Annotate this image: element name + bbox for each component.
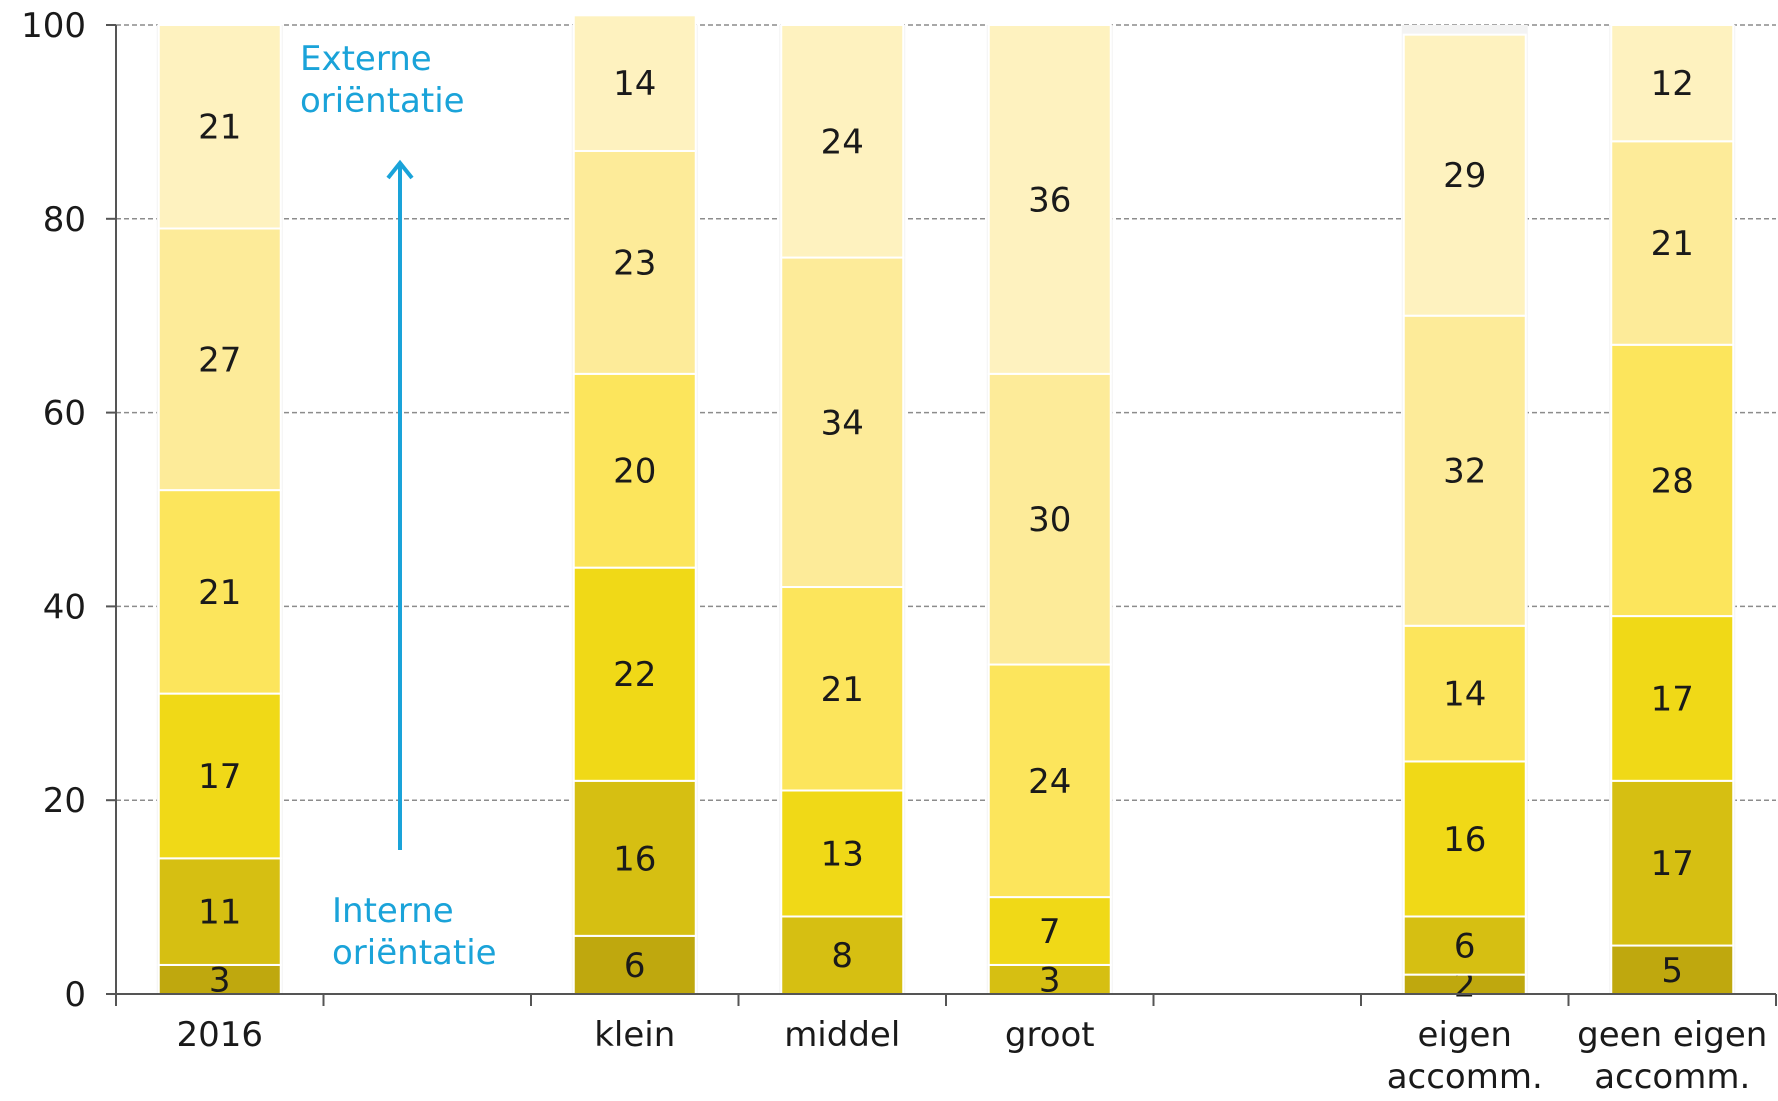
category-label: accomm. bbox=[1387, 1057, 1543, 1097]
data-label: 34 bbox=[821, 403, 864, 443]
data-label: 3 bbox=[1039, 960, 1061, 1000]
data-label: 3 bbox=[209, 960, 231, 1000]
bar-segment bbox=[780, 256, 905, 589]
data-label: 16 bbox=[613, 839, 656, 879]
y-tick-label: 40 bbox=[43, 587, 86, 627]
annotation-bottom-line2: oriëntatie bbox=[332, 933, 497, 973]
bar-segment bbox=[780, 24, 905, 259]
data-label: 29 bbox=[1443, 156, 1486, 196]
data-label: 17 bbox=[1651, 844, 1694, 884]
category-label: middel bbox=[784, 1015, 900, 1055]
bar-segment bbox=[572, 14, 697, 152]
data-label: 8 bbox=[831, 936, 853, 976]
bar-segment bbox=[1402, 760, 1527, 918]
data-label: 22 bbox=[613, 655, 656, 695]
data-label: 5 bbox=[1661, 951, 1683, 991]
data-label: 20 bbox=[613, 452, 656, 492]
bar-segment bbox=[157, 489, 282, 695]
data-label: 21 bbox=[198, 573, 241, 613]
data-label: 24 bbox=[821, 122, 864, 162]
category-label: 2016 bbox=[176, 1015, 263, 1055]
bar-segment bbox=[572, 779, 697, 937]
annotation-top-line2: oriëntatie bbox=[300, 81, 465, 121]
bar-segment bbox=[572, 372, 697, 569]
data-label: 6 bbox=[624, 946, 646, 986]
data-label: 30 bbox=[1028, 500, 1071, 540]
data-label: 14 bbox=[613, 64, 656, 104]
bar-segment bbox=[1402, 915, 1527, 976]
data-label: 17 bbox=[1651, 679, 1694, 719]
data-label: 16 bbox=[1443, 820, 1486, 860]
bar-segment bbox=[1610, 140, 1735, 346]
axes bbox=[106, 24, 1777, 1006]
data-label: 28 bbox=[1651, 461, 1694, 501]
bar-segment bbox=[1610, 24, 1735, 143]
bar-segment bbox=[1402, 33, 1527, 317]
bar-segment bbox=[1402, 314, 1527, 627]
bar-segment bbox=[572, 934, 697, 995]
bar-segment bbox=[987, 896, 1112, 966]
bars: 3 11 17 21 27 21 6 16 22 20 23 14 8 13 21 34 24 3 7 24 30 36 2… bbox=[156, 14, 1736, 1005]
category-label: accomm. bbox=[1594, 1057, 1750, 1097]
data-label: 21 bbox=[821, 670, 864, 710]
y-tick-label: 20 bbox=[43, 781, 86, 821]
bar-segment bbox=[987, 963, 1112, 995]
data-label: 32 bbox=[1443, 452, 1486, 492]
bar-segment bbox=[157, 227, 282, 492]
annotation-top-line1: Externe bbox=[300, 39, 432, 79]
y-tick-label: 100 bbox=[21, 6, 86, 46]
data-label: 36 bbox=[1028, 180, 1071, 220]
bar-segment bbox=[157, 692, 282, 860]
data-label: 21 bbox=[1651, 224, 1694, 264]
bar-segment bbox=[1610, 615, 1735, 782]
data-label: 11 bbox=[198, 893, 241, 933]
annotations: Externe oriëntatie Interne oriëntatie bbox=[300, 39, 497, 973]
data-label: 14 bbox=[1443, 675, 1486, 715]
category-label: groot bbox=[1005, 1015, 1095, 1055]
data-label: 24 bbox=[1028, 762, 1071, 802]
data-label: 7 bbox=[1039, 912, 1061, 952]
orientation-arrow-head bbox=[386, 159, 414, 180]
bar-segment bbox=[157, 857, 282, 966]
y-tick-label: 80 bbox=[43, 200, 86, 240]
data-label: 17 bbox=[198, 757, 241, 797]
bar-segment bbox=[572, 566, 697, 782]
bar-segment bbox=[987, 24, 1112, 375]
category-label: eigen bbox=[1418, 1015, 1512, 1055]
data-label: 23 bbox=[613, 243, 656, 283]
y-tick-label: 0 bbox=[64, 975, 86, 1015]
gridlines bbox=[116, 24, 1776, 801]
data-label: 12 bbox=[1651, 64, 1694, 104]
bar-segment bbox=[157, 24, 282, 230]
y-tick-label: 60 bbox=[43, 394, 86, 434]
bar-segment bbox=[987, 372, 1112, 666]
data-label: 21 bbox=[198, 108, 241, 148]
data-label: 27 bbox=[198, 340, 241, 380]
bar-segment bbox=[572, 149, 697, 375]
data-label: 6 bbox=[1454, 927, 1476, 967]
y-tick-labels: 0 20 40 60 80 100 bbox=[21, 6, 86, 1015]
bar-segment bbox=[1610, 779, 1735, 947]
category-label: klein bbox=[594, 1015, 675, 1055]
annotation-bottom-line1: Interne bbox=[332, 891, 454, 931]
category-label: geen eigen bbox=[1577, 1015, 1767, 1055]
data-label: 13 bbox=[821, 834, 864, 874]
